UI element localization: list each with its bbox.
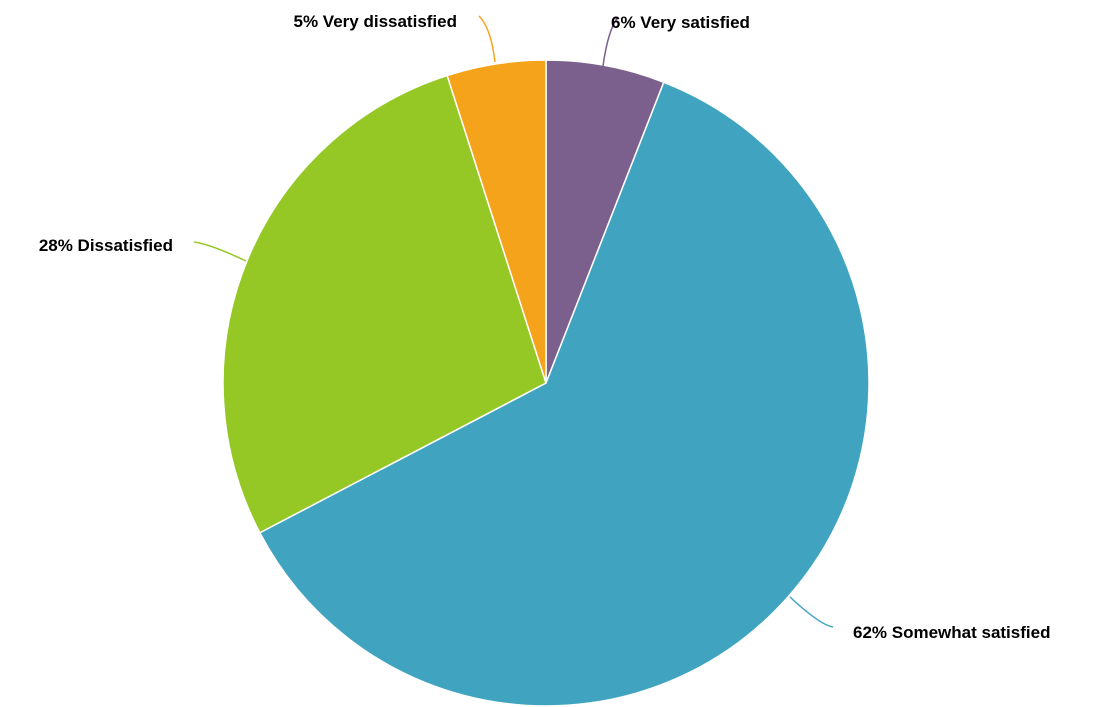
slice-label-4: 5% Very dissatisfied [294,12,457,31]
leader-line-3 [194,242,246,261]
slice-label-1: 6% Very satisfied [611,13,750,32]
leader-line-2 [790,597,833,627]
slices-layer [223,60,869,706]
slice-label-3: 28% Dissatisfied [39,236,173,255]
leader-line-4 [479,16,495,62]
slice-label-2: 62% Somewhat satisfied [853,623,1050,642]
